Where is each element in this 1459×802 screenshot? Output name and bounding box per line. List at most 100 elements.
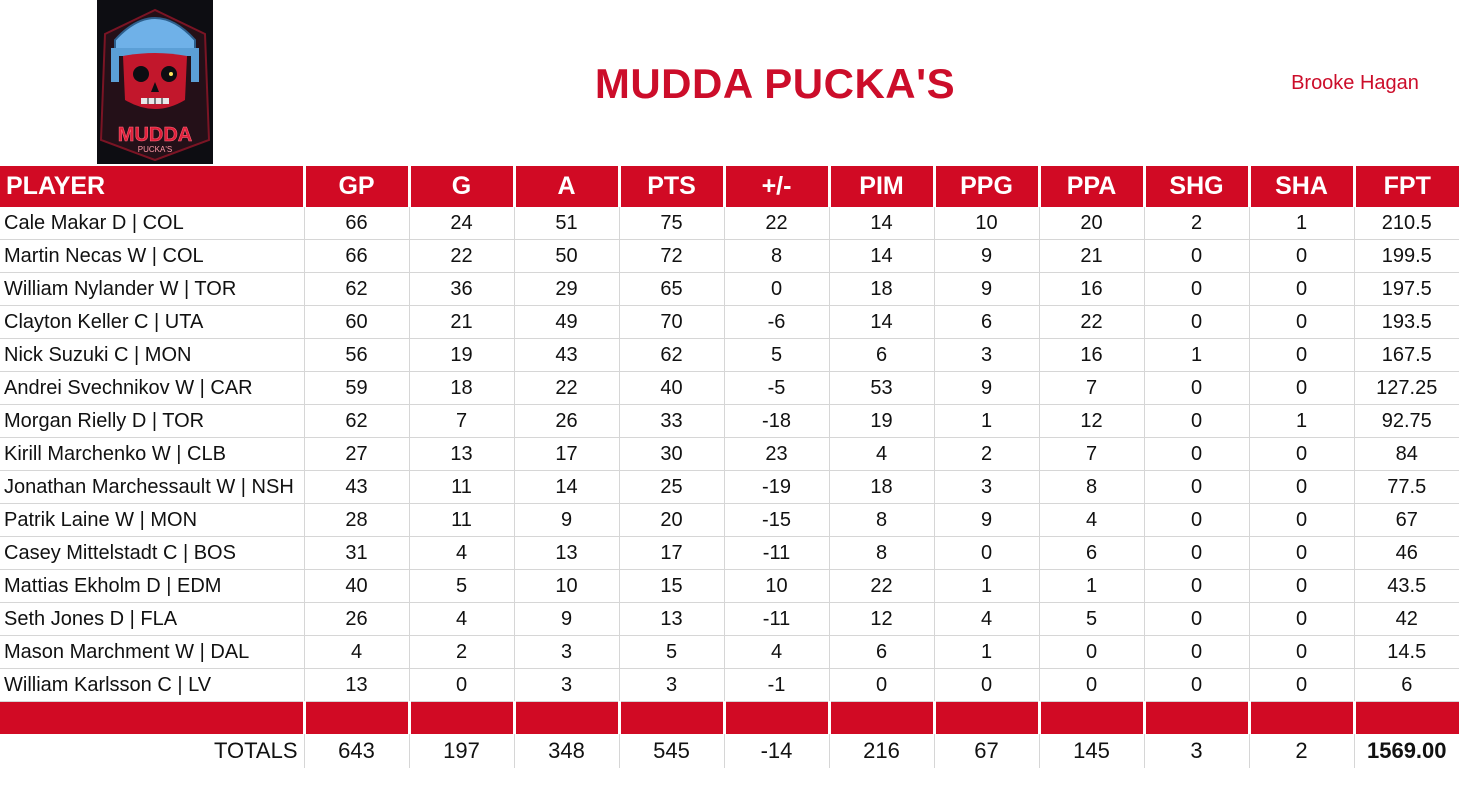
cell-ppa[interactable]: 16 — [1038, 338, 1144, 372]
cell-shg[interactable]: 0 — [1143, 635, 1249, 669]
cell-sha[interactable]: 0 — [1248, 536, 1354, 570]
cell-ppa[interactable]: 5 — [1038, 602, 1144, 636]
cell-player-name[interactable]: Martin Necas W | COL — [0, 239, 304, 273]
cell-pts[interactable]: 25 — [618, 470, 724, 504]
col-header-ppa[interactable]: PPA — [1037, 166, 1144, 207]
cell-pim[interactable]: 6 — [828, 338, 934, 372]
cell-pim[interactable]: 14 — [828, 207, 934, 240]
cell-fpt[interactable]: 210.5 — [1353, 207, 1459, 240]
cell-player-name[interactable]: William Nylander W | TOR — [0, 272, 304, 306]
cell-fpt[interactable]: 43.5 — [1353, 569, 1459, 603]
cell-shg[interactable]: 1 — [1143, 338, 1249, 372]
cell-ppa[interactable]: 20 — [1038, 207, 1144, 240]
cell-a[interactable]: 9 — [513, 503, 619, 537]
cell-a[interactable]: 50 — [513, 239, 619, 273]
cell-pim[interactable]: 14 — [828, 239, 934, 273]
cell-plus-minus[interactable]: 23 — [723, 437, 829, 471]
cell-shg[interactable]: 0 — [1143, 272, 1249, 306]
cell-plus-minus[interactable]: -6 — [723, 305, 829, 339]
cell-ppg[interactable]: 9 — [933, 239, 1039, 273]
cell-plus-minus[interactable]: 10 — [723, 569, 829, 603]
cell-plus-minus[interactable]: -19 — [723, 470, 829, 504]
cell-a[interactable]: 26 — [513, 404, 619, 438]
cell-sha[interactable]: 0 — [1248, 635, 1354, 669]
cell-g[interactable]: 4 — [408, 602, 514, 636]
col-header-shg[interactable]: SHG — [1142, 166, 1249, 207]
cell-shg[interactable]: 0 — [1143, 305, 1249, 339]
cell-gp[interactable]: 62 — [303, 272, 409, 306]
cell-plus-minus[interactable]: -11 — [723, 602, 829, 636]
cell-player-name[interactable]: Casey Mittelstadt C | BOS — [0, 536, 304, 570]
cell-gp[interactable]: 28 — [303, 503, 409, 537]
cell-pts[interactable]: 33 — [618, 404, 724, 438]
cell-pts[interactable]: 75 — [618, 207, 724, 240]
cell-ppg[interactable]: 9 — [933, 371, 1039, 405]
cell-sha[interactable]: 1 — [1248, 404, 1354, 438]
cell-ppg[interactable]: 9 — [933, 503, 1039, 537]
cell-sha[interactable]: 0 — [1248, 371, 1354, 405]
cell-a[interactable]: 9 — [513, 602, 619, 636]
cell-player-name[interactable]: Kirill Marchenko W | CLB — [0, 437, 304, 471]
table-row[interactable]: William Nylander W | TOR 62 36 29 65 0 18 9 16 0 0… — [0, 272, 1459, 306]
cell-shg[interactable]: 0 — [1143, 437, 1249, 471]
cell-fpt[interactable]: 197.5 — [1353, 272, 1459, 306]
cell-shg[interactable]: 2 — [1143, 207, 1249, 240]
table-row[interactable]: Patrik Laine W | MON 28 11 9 20 -15 8 9 4 0 0 67 — [0, 503, 1459, 537]
cell-player-name[interactable]: Cale Makar D | COL — [0, 207, 304, 240]
cell-fpt[interactable]: 42 — [1353, 602, 1459, 636]
cell-a[interactable]: 14 — [513, 470, 619, 504]
cell-g[interactable]: 21 — [408, 305, 514, 339]
cell-pim[interactable]: 22 — [828, 569, 934, 603]
cell-pts[interactable]: 5 — [618, 635, 724, 669]
cell-g[interactable]: 24 — [408, 207, 514, 240]
cell-sha[interactable]: 0 — [1248, 569, 1354, 603]
cell-player-name[interactable]: Mason Marchment W | DAL — [0, 635, 304, 669]
cell-ppa[interactable]: 12 — [1038, 404, 1144, 438]
col-header-pim[interactable]: PIM — [827, 166, 934, 207]
table-row[interactable]: Cale Makar D | COL 66 24 51 75 22 14 10 20 2 1 210.… — [0, 207, 1459, 240]
cell-g[interactable]: 13 — [408, 437, 514, 471]
cell-pts[interactable]: 20 — [618, 503, 724, 537]
cell-player-name[interactable]: Morgan Rielly D | TOR — [0, 404, 304, 438]
cell-ppa[interactable]: 16 — [1038, 272, 1144, 306]
cell-pts[interactable]: 13 — [618, 602, 724, 636]
cell-a[interactable]: 3 — [513, 635, 619, 669]
cell-ppa[interactable]: 7 — [1038, 437, 1144, 471]
cell-a[interactable]: 29 — [513, 272, 619, 306]
cell-plus-minus[interactable]: -11 — [723, 536, 829, 570]
cell-pim[interactable]: 0 — [828, 668, 934, 702]
cell-player-name[interactable]: Clayton Keller C | UTA — [0, 305, 304, 339]
col-header-player[interactable]: PLAYER — [0, 166, 304, 207]
cell-pts[interactable]: 40 — [618, 371, 724, 405]
cell-fpt[interactable]: 167.5 — [1353, 338, 1459, 372]
cell-pim[interactable]: 4 — [828, 437, 934, 471]
table-row[interactable]: Martin Necas W | COL 66 22 50 72 8 14 9 21 0 0 199.… — [0, 239, 1459, 273]
cell-g[interactable]: 2 — [408, 635, 514, 669]
cell-ppa[interactable]: 6 — [1038, 536, 1144, 570]
cell-a[interactable]: 13 — [513, 536, 619, 570]
table-row[interactable]: Jonathan Marchessault W | NSH 43 11 14 25 -19… — [0, 470, 1459, 504]
cell-pts[interactable]: 62 — [618, 338, 724, 372]
cell-gp[interactable]: 4 — [303, 635, 409, 669]
cell-g[interactable]: 0 — [408, 668, 514, 702]
cell-sha[interactable]: 1 — [1248, 207, 1354, 240]
cell-plus-minus[interactable]: 0 — [723, 272, 829, 306]
cell-plus-minus[interactable]: 4 — [723, 635, 829, 669]
cell-sha[interactable]: 0 — [1248, 437, 1354, 471]
cell-ppg[interactable]: 2 — [933, 437, 1039, 471]
cell-shg[interactable]: 0 — [1143, 569, 1249, 603]
col-header-ppg[interactable]: PPG — [932, 166, 1039, 207]
cell-ppa[interactable]: 1 — [1038, 569, 1144, 603]
cell-player-name[interactable]: Patrik Laine W | MON — [0, 503, 304, 537]
col-header-fpt[interactable]: FPT — [1352, 166, 1459, 207]
cell-fpt[interactable]: 6 — [1353, 668, 1459, 702]
cell-pts[interactable]: 65 — [618, 272, 724, 306]
cell-player-name[interactable]: Nick Suzuki C | MON — [0, 338, 304, 372]
cell-a[interactable]: 22 — [513, 371, 619, 405]
cell-gp[interactable]: 56 — [303, 338, 409, 372]
cell-fpt[interactable]: 84 — [1353, 437, 1459, 471]
cell-fpt[interactable]: 199.5 — [1353, 239, 1459, 273]
cell-g[interactable]: 19 — [408, 338, 514, 372]
cell-ppg[interactable]: 1 — [933, 569, 1039, 603]
cell-fpt[interactable]: 46 — [1353, 536, 1459, 570]
